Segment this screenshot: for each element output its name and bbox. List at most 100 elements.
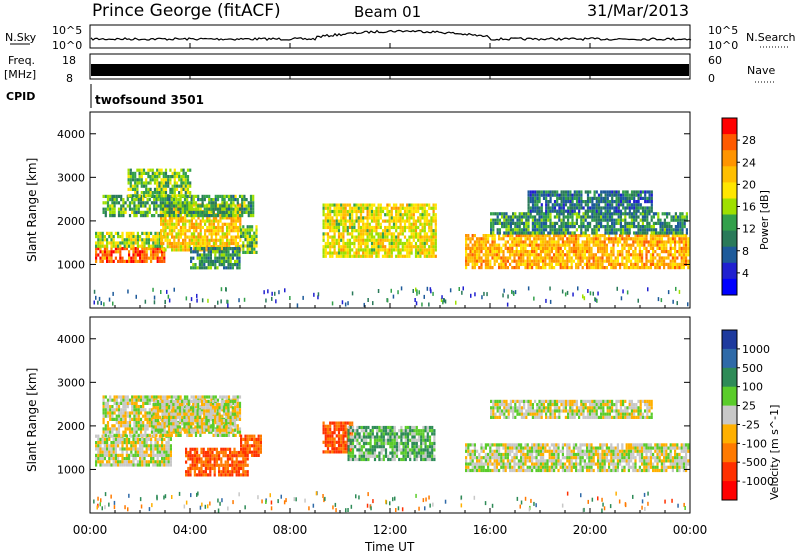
power-colorbar: 28 24 20 16 12 8 4	[721, 117, 756, 296]
echo-region	[347, 425, 436, 462]
colorbar-swatch	[722, 462, 737, 482]
echo-region	[102, 194, 255, 218]
power-echo-layer	[93, 168, 690, 308]
colorbar-tick-label: 24	[742, 156, 756, 169]
x-tick-label: 16:00	[473, 523, 508, 537]
echo-region	[240, 434, 262, 457]
velocity-colorbar: 1000 500 100 25 -25 -100 -500 -1000	[721, 329, 774, 501]
colorbar-swatch	[722, 330, 737, 350]
colorbar-swatch	[722, 166, 737, 183]
colorbar-swatch	[722, 278, 737, 296]
colorbar-swatch	[722, 150, 737, 167]
y-tick-label: 3000	[57, 376, 85, 389]
y-tick-label: 2000	[57, 215, 85, 228]
colorbar-tick-label: -1000	[742, 475, 774, 488]
echo-region	[127, 168, 192, 198]
x-tick-label: 04:00	[173, 523, 208, 537]
freq-trace	[91, 64, 689, 76]
colorbar-swatch	[722, 443, 737, 463]
colorbar-swatch	[722, 348, 737, 369]
noise-trace	[90, 29, 692, 42]
colorbar-swatch	[722, 198, 737, 216]
y-tick-label: 4000	[57, 333, 85, 346]
near-range-speckle	[93, 491, 686, 513]
colorbar-swatch	[722, 424, 737, 444]
colorbar-tick-label: 28	[742, 134, 756, 147]
colorbar-tick-label: 16	[742, 201, 756, 214]
colorbar-tick-label: 1000	[742, 343, 770, 356]
cpid-program: twofsound 3501	[95, 93, 204, 107]
noise-right-label: N.Search	[746, 31, 796, 44]
colorbar-tick-label: 25	[742, 400, 756, 413]
freq-left-tick-bottom: 8	[66, 72, 73, 85]
near-range-speckle	[93, 286, 689, 308]
y-tick-label: 3000	[57, 171, 85, 184]
freq-left-label-1: Freq.	[8, 54, 35, 67]
colorbar-swatch	[722, 481, 737, 501]
colorbar-swatch	[722, 118, 737, 135]
echo-region	[465, 234, 690, 270]
velocity-y-label: Slant Range [km]	[25, 368, 39, 472]
echo-region	[95, 231, 166, 248]
noise-left-tick-top: 10^5	[52, 24, 82, 37]
x-tick-label: 08:00	[273, 523, 308, 537]
colorbar-swatch	[722, 405, 737, 425]
beam-title: Beam 01	[354, 3, 421, 21]
time-x-axis: 00:00 04:00 08:00 12:00 16:00 20:00 00:00	[73, 43, 708, 537]
noise-line	[90, 29, 692, 42]
freq-right-tick-bottom: 0	[708, 72, 715, 85]
freq-right-tick-top: 60	[708, 54, 722, 67]
colorbar-swatch	[722, 134, 737, 151]
colorbar-swatch	[722, 386, 737, 407]
nave-label: Nave	[747, 64, 775, 77]
colorbar-swatch	[722, 246, 737, 264]
echo-region	[527, 190, 653, 213]
noise-right-tick-bottom: 10^0	[708, 39, 738, 52]
velocity-y-axis: 4000 3000 2000 1000	[57, 333, 690, 476]
freq-left-tick-top: 18	[62, 54, 76, 67]
echo-region	[322, 203, 437, 258]
velocity-echo-layer	[93, 395, 690, 513]
power-y-axis: 4000 3000 2000 1000	[57, 128, 690, 271]
x-tick-label: 00:00	[73, 523, 108, 537]
colorbar-tick-label: 12	[742, 223, 756, 236]
colorbar-swatch	[722, 262, 737, 280]
noise-left-label: N.Sky	[5, 31, 37, 44]
colorbar-swatch	[722, 214, 737, 232]
colorbar-tick-label: 100	[742, 381, 763, 394]
colorbar-tick-label: -100	[742, 437, 767, 450]
colorbar-tick-label: -25	[742, 418, 760, 431]
colorbar-frame	[721, 329, 738, 501]
colorbar-swatch	[722, 230, 737, 248]
colorbar-swatch	[722, 367, 737, 388]
x-tick-label: 00:00	[673, 523, 708, 537]
colorbar-tick-label: -500	[742, 456, 767, 469]
echo-region	[152, 399, 237, 432]
echo-region	[185, 447, 249, 477]
freq-left-label-2: [MHz]	[4, 68, 36, 81]
noise-right-tick-top: 10^5	[708, 24, 738, 37]
velocity-colorbar-label: Velocity [m s^-1]	[768, 405, 781, 500]
y-tick-label: 1000	[57, 258, 85, 271]
colorbar-tick-label: 4	[742, 267, 749, 280]
colorbar-swatch	[722, 182, 737, 199]
power-y-label: Slant Range [km]	[25, 158, 39, 262]
echo-region	[490, 399, 653, 419]
y-tick-label: 1000	[57, 463, 85, 476]
colorbar-tick-label: 500	[742, 362, 763, 375]
echo-region	[465, 443, 690, 473]
echo-region	[240, 225, 258, 254]
echo-region	[95, 247, 166, 263]
echo-region	[95, 434, 172, 467]
x-tick-label: 12:00	[373, 523, 408, 537]
x-tick-label: 20:00	[573, 523, 608, 537]
noise-left-tick-bottom: 10^0	[52, 39, 82, 52]
power-colorbar-label: Power [dB]	[758, 190, 771, 250]
echo-region	[490, 212, 688, 235]
echo-region	[190, 247, 241, 270]
x-axis-label: Time UT	[364, 540, 415, 554]
cpid-label: CPID	[6, 90, 35, 103]
y-tick-label: 2000	[57, 420, 85, 433]
y-tick-label: 4000	[57, 128, 85, 141]
